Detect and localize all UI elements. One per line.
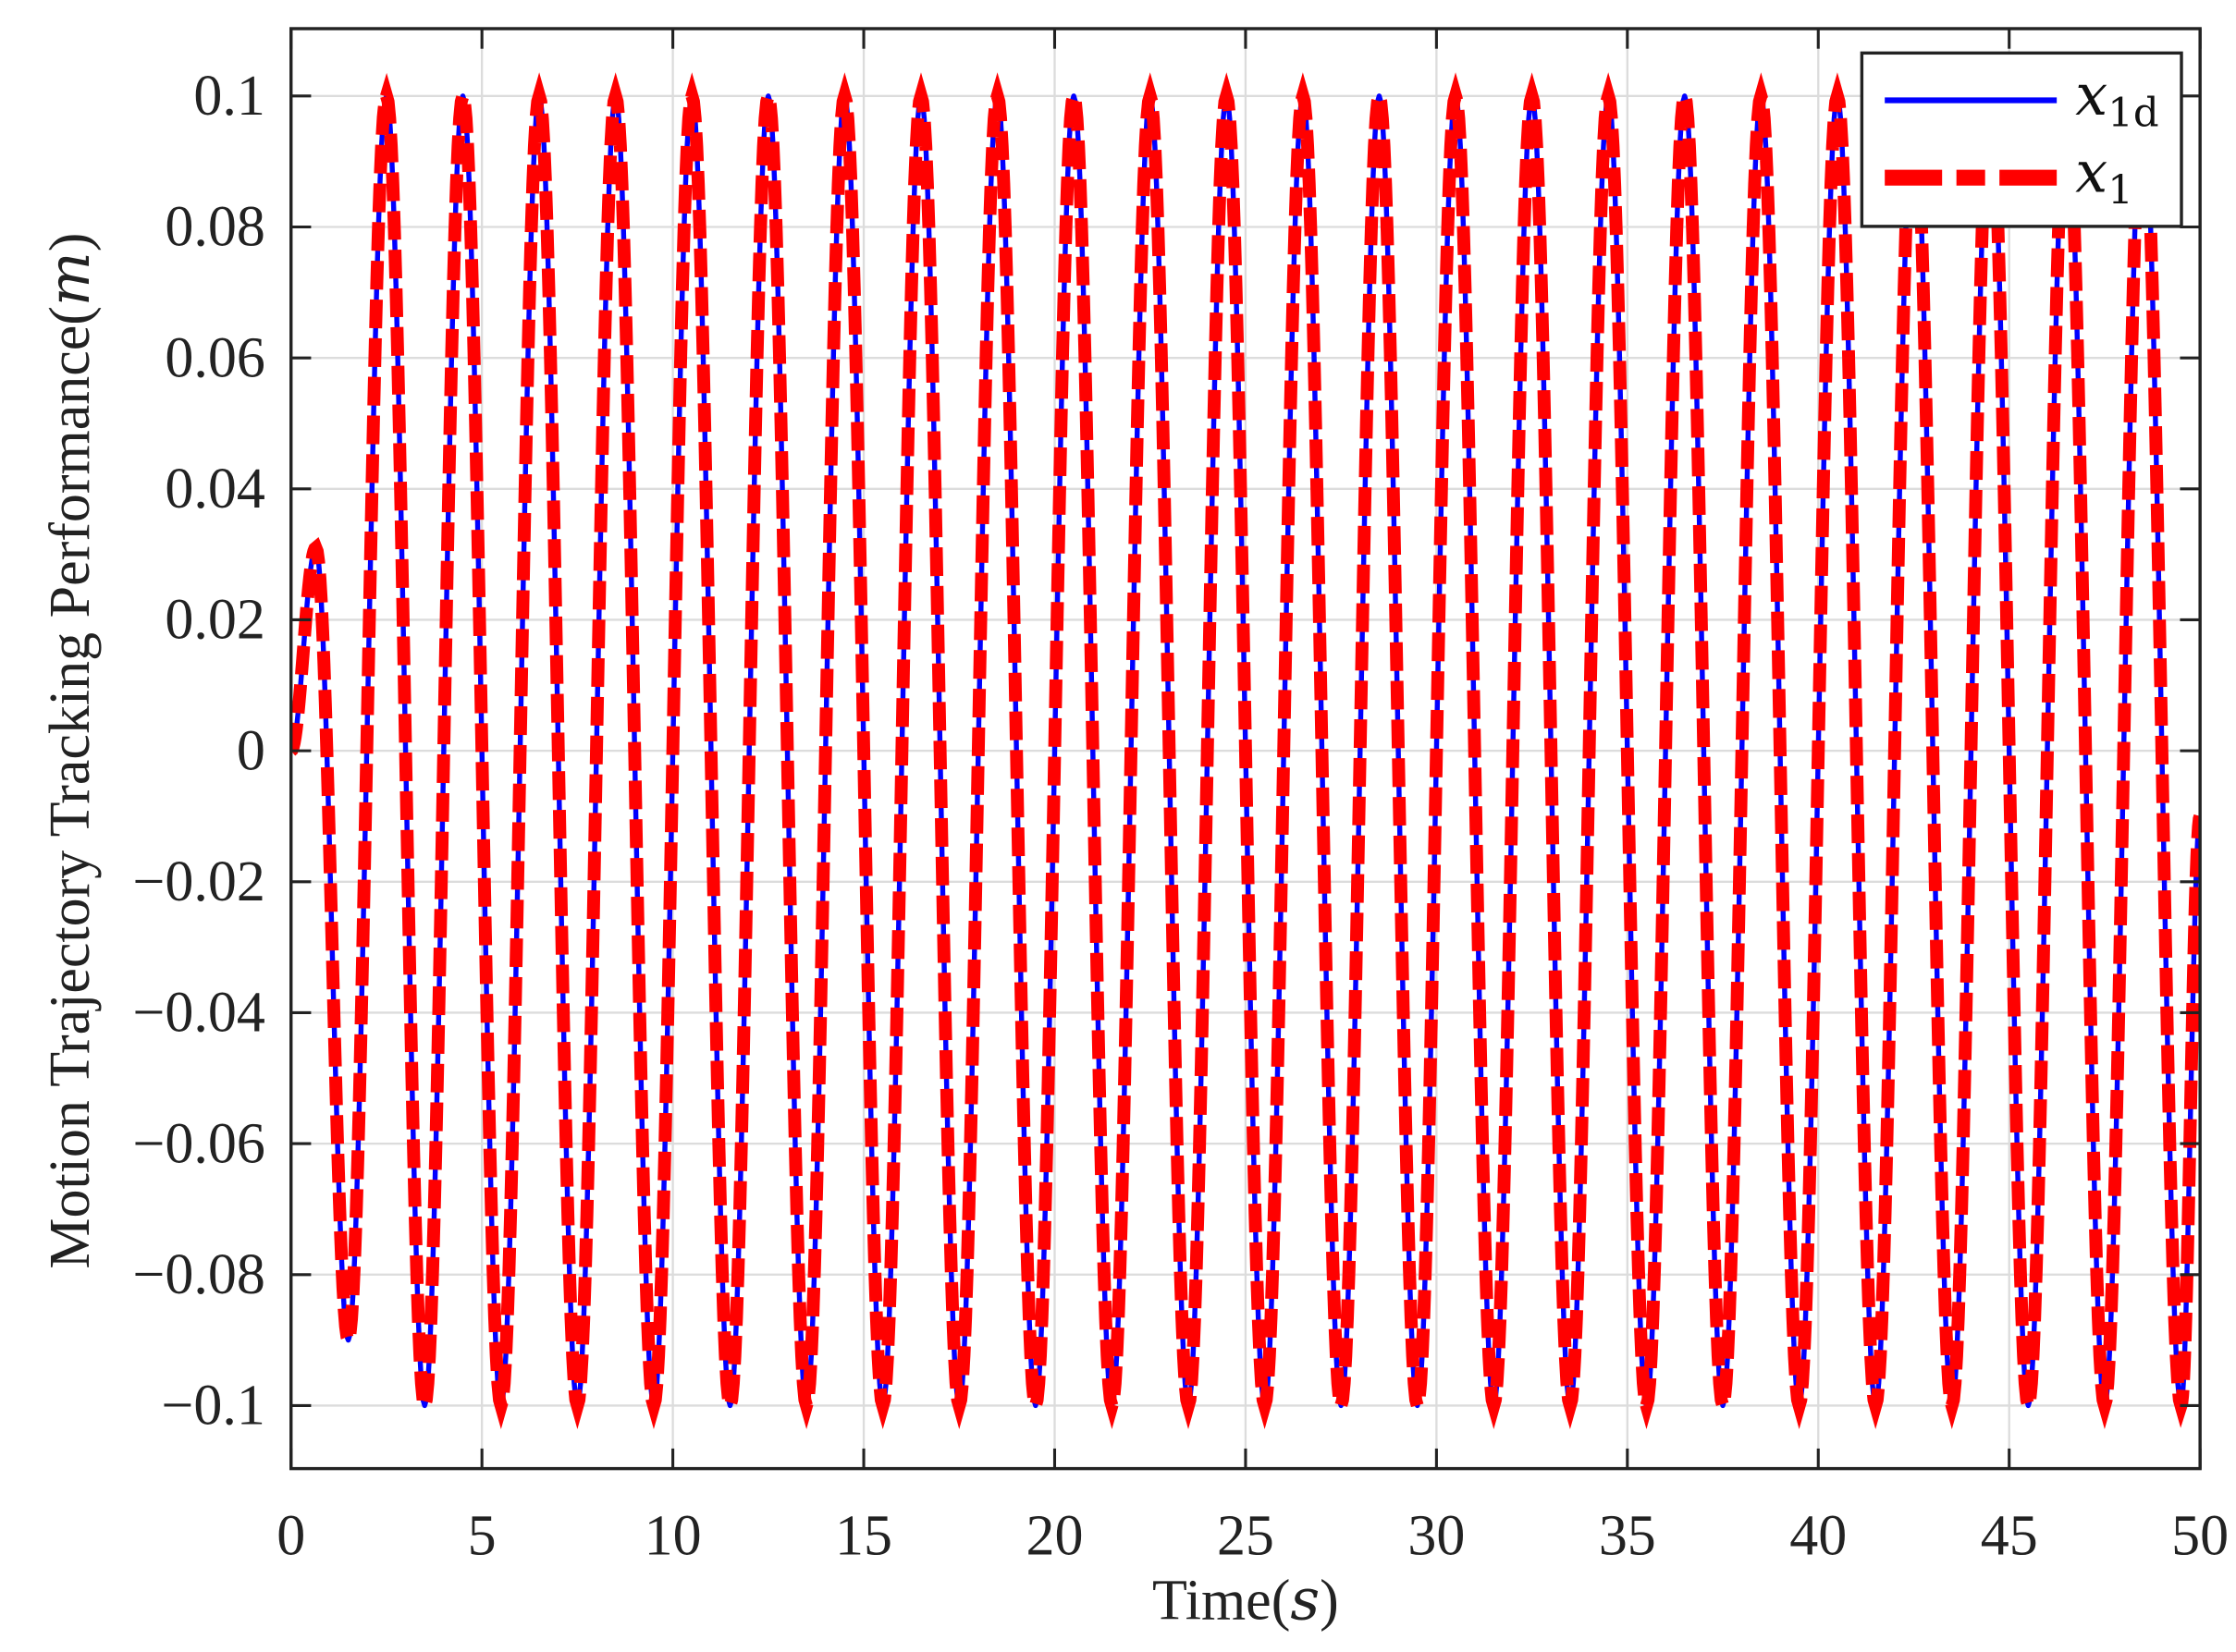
x-tick-label: 45: [1981, 1505, 2038, 1568]
x-tick-label: 25: [1217, 1505, 1274, 1568]
y-tick-label: 0.1: [193, 65, 264, 128]
y-tick-label: 0.06: [165, 326, 264, 389]
y-tick-label: −0.08: [132, 1243, 264, 1306]
y-tick-label: −0.1: [161, 1375, 264, 1438]
ticks: [289, 28, 2202, 1469]
legend-label-x1: x1: [2075, 139, 2133, 214]
x-tick-label: 5: [468, 1505, 497, 1568]
y-tick-label: 0.04: [165, 458, 264, 520]
y-tick-label: −0.04: [132, 982, 264, 1045]
series-line-x1: [290, 72, 2201, 1429]
x-tick-label: 0: [276, 1505, 305, 1568]
x-tick-label: 30: [1407, 1505, 1465, 1568]
y-axis-label: Motion Trajectory Tracking Performance(m…: [35, 233, 103, 1269]
x-tick-label: 35: [1599, 1505, 1656, 1568]
legend-box: [1860, 51, 2183, 228]
legend: x1d x1: [1860, 51, 2183, 228]
y-tick-label: 0.02: [165, 589, 264, 652]
x-tick-label: 40: [1789, 1505, 1847, 1568]
y-tick-label: −0.02: [132, 850, 264, 913]
legend-label-x1d: x1d: [2075, 61, 2158, 136]
y-tick-label: 0: [237, 719, 265, 782]
y-tick-label: 0.08: [165, 196, 264, 259]
x-tick-label: 20: [1026, 1505, 1084, 1568]
x-axis-label: Time(s): [1152, 1565, 1339, 1633]
x-tick-label: 50: [2171, 1505, 2229, 1568]
y-tick-label: −0.06: [132, 1112, 264, 1175]
x-tick-label: 10: [645, 1505, 702, 1568]
x-tick-label: 15: [835, 1505, 892, 1568]
